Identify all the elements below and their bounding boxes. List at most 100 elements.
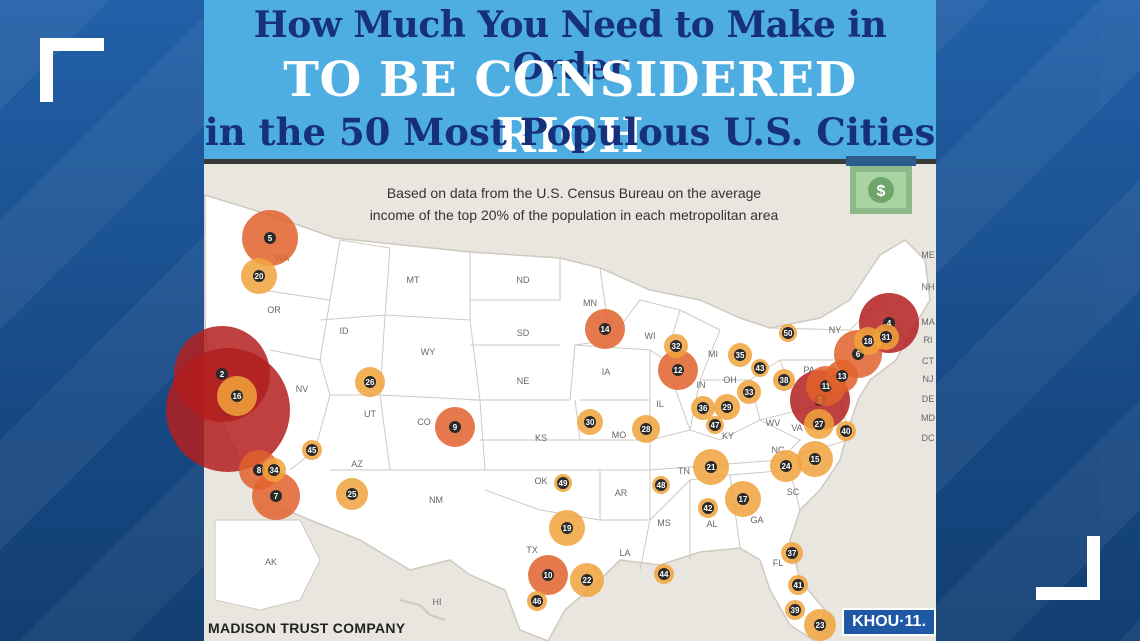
state-label-hi: HI xyxy=(433,597,442,607)
city-bubble-25: 25 xyxy=(336,478,368,510)
city-rank-dot xyxy=(268,464,280,476)
city-bubble-47: 47 xyxy=(706,416,724,434)
city-rank-dot xyxy=(270,490,282,502)
city-rank-label: 36 xyxy=(699,404,708,413)
city-bubble-28: 28 xyxy=(632,415,660,443)
city-rank-dot xyxy=(584,416,596,428)
state-label-nh: NH xyxy=(922,282,935,292)
city-bubble-19: 19 xyxy=(549,510,585,546)
city-bubble-31: 31 xyxy=(873,324,899,350)
state-label-pa: PA xyxy=(803,365,814,375)
hawaii xyxy=(399,599,446,621)
city-rank-label: 43 xyxy=(756,364,765,373)
state-label-mo: MO xyxy=(612,430,627,440)
city-rank-label: 15 xyxy=(811,455,820,464)
state-label-nd: ND xyxy=(517,275,530,285)
city-bubble-26: 26 xyxy=(355,367,385,397)
state-label-ok: OK xyxy=(534,476,547,486)
city-rank-label: 7 xyxy=(274,492,279,501)
city-rank-label: 37 xyxy=(788,549,797,558)
city-rank-dot xyxy=(786,547,798,559)
city-bubble-41: 41 xyxy=(788,575,808,595)
city-rank-label: 34 xyxy=(270,466,279,475)
city-rank-dot xyxy=(640,423,652,435)
city-rank-dot xyxy=(672,364,684,376)
city-rank-label: 27 xyxy=(815,420,824,429)
title-line-2: TO BE CONSIDERED RICH xyxy=(283,52,857,164)
state-label-ct: CT xyxy=(922,356,934,366)
city-rank-dot xyxy=(561,522,573,534)
city-rank-label: 41 xyxy=(794,581,803,590)
title-line-1: How Much You Need to Make in Order xyxy=(253,4,887,88)
city-rank-dot xyxy=(737,493,749,505)
city-rank-dot xyxy=(836,370,848,382)
state-label-ma: MA xyxy=(921,317,935,327)
city-bubble-10: 10 xyxy=(528,555,568,595)
city-rank-label: 49 xyxy=(559,479,568,488)
city-rank-label: 16 xyxy=(233,392,242,401)
city-rank-label: 38 xyxy=(780,376,789,385)
city-bubble-32: 32 xyxy=(664,334,688,358)
city-rank-dot xyxy=(216,368,228,380)
city-bubble-17: 17 xyxy=(725,481,761,517)
title-band: How Much You Need to Make in Order TO BE… xyxy=(204,0,936,164)
corner-bracket-top-left xyxy=(40,38,104,102)
state-label-fl: FL xyxy=(773,558,784,568)
city-rank-label: 44 xyxy=(660,570,669,579)
state-label-nv: NV xyxy=(296,384,309,394)
state-label-mi: MI xyxy=(708,349,718,359)
city-bubble-12: 12 xyxy=(658,350,698,390)
city-rank-label: 10 xyxy=(544,571,553,580)
city-rank-dot xyxy=(780,460,792,472)
city-bubble-21: 21 xyxy=(693,449,729,485)
city-bubble-20: 20 xyxy=(241,258,277,294)
city-rank-label: 25 xyxy=(348,490,357,499)
city-rank-label: 5 xyxy=(268,234,273,243)
city-bubble-48: 48 xyxy=(652,476,670,494)
city-bubble-37: 37 xyxy=(781,542,803,564)
state-label-id: ID xyxy=(340,326,350,336)
city-rank-dot xyxy=(697,402,709,414)
state-label-nm: NM xyxy=(429,495,443,505)
city-rank-label: 47 xyxy=(711,421,720,430)
city-rank-label: 14 xyxy=(601,325,610,334)
state-label-ne: NE xyxy=(517,376,530,386)
city-rank-dot xyxy=(743,386,755,398)
city-bubble-22: 22 xyxy=(570,563,604,597)
city-rank-dot xyxy=(734,349,746,361)
city-rank-dot xyxy=(721,401,733,413)
state-label-wy: WY xyxy=(421,347,436,357)
city-rank-dot xyxy=(364,376,376,388)
city-bubble-39: 39 xyxy=(785,600,805,620)
state-label-al: AL xyxy=(706,519,717,529)
city-bubbles: 1234567891011121314151617181920212223242… xyxy=(166,210,919,641)
city-rank-label: 24 xyxy=(782,462,791,471)
city-rank-label: 8 xyxy=(257,466,262,475)
state-label-tn: TN xyxy=(678,466,690,476)
city-bubble-43: 43 xyxy=(751,359,769,377)
state-label-sc: SC xyxy=(787,487,800,497)
city-rank-label: 4 xyxy=(887,319,892,328)
city-bubble-33: 33 xyxy=(737,380,761,404)
state-label-ak: AK xyxy=(265,557,277,567)
state-label-or: OR xyxy=(267,305,281,315)
state-label-mn: MN xyxy=(583,298,597,308)
city-rank-dot xyxy=(253,464,265,476)
city-rank-dot xyxy=(792,579,804,591)
city-rank-dot xyxy=(709,419,721,431)
city-bubble-36: 36 xyxy=(691,396,715,420)
state-label-in: IN xyxy=(697,380,706,390)
city-rank-label: 21 xyxy=(707,463,716,472)
state-label-sd: SD xyxy=(517,328,530,338)
city-rank-dot xyxy=(705,461,717,473)
state-label-ms: MS xyxy=(657,518,671,528)
city-rank-dot xyxy=(264,232,276,244)
state-label-oh: OH xyxy=(723,375,737,385)
city-rank-label: 22 xyxy=(583,576,592,585)
state-label-wi: WI xyxy=(645,331,656,341)
svg-text:$: $ xyxy=(877,183,886,200)
city-rank-dot xyxy=(789,604,801,616)
state-label-md: MD xyxy=(921,413,935,423)
city-rank-label: 12 xyxy=(674,366,683,375)
city-rank-label: 42 xyxy=(704,504,713,513)
